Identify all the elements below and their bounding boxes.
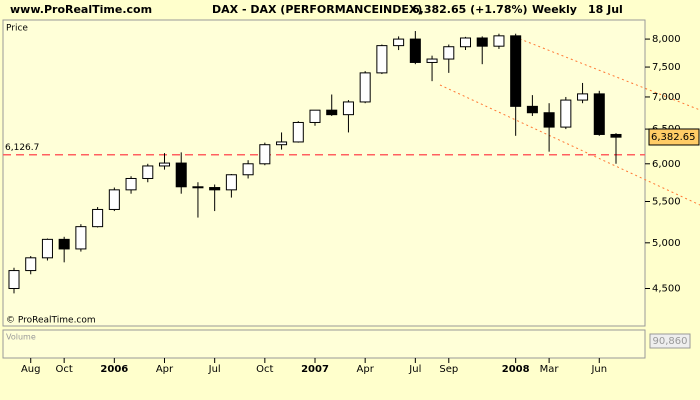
candle-body [58,238,70,250]
x-tick-label: 2007 [301,364,329,375]
volume-label: Volume [6,333,36,342]
x-tick-label: 2008 [502,364,530,375]
candle-body [292,121,304,143]
candle-body [75,226,87,250]
candle-body [376,45,388,74]
x-tick-label: Oct [256,364,273,375]
y-tick-label: 6,000 [652,159,681,170]
candle-body [443,46,455,60]
candle-body [8,270,20,289]
candle-body [610,133,622,138]
candle-body [577,93,589,101]
candle-body [276,141,288,146]
candle-body [593,93,605,135]
x-tick-label: Mar [540,364,560,375]
candle-body [175,162,187,188]
candle-body [510,35,522,107]
candle-body [526,105,538,114]
candle-body [125,177,137,191]
candle-body [459,37,472,48]
candle-body [359,72,371,103]
candle-body [342,101,354,116]
candle-body [543,112,555,128]
x-tick-label: Apr [156,364,174,375]
y-tick-label: 5,000 [652,238,681,249]
candle-body [393,38,405,47]
candle-body [192,186,204,189]
volume-box [649,333,691,349]
last-price-box [648,128,700,146]
candle-body [493,35,505,47]
candle-body [92,208,104,228]
candle-body [41,238,53,259]
candle-body [476,37,488,47]
last-price-label: 6,382.65 [651,132,696,143]
y-tick-label: 7,500 [652,62,681,73]
x-tick-label: Apr [357,364,375,375]
x-tick-label: Aug [21,364,41,375]
period: Weekly [532,3,577,16]
channel-upper [514,36,700,111]
site: www.ProRealTime.com [10,3,152,16]
y-tick-label: 8,000 [652,34,681,45]
copyright: © ProRealTime.com [6,316,96,326]
y-tick-label: 7,000 [652,92,681,103]
x-tick-label: Jun [590,364,607,375]
plot-area [2,19,646,327]
candle-body [25,257,37,272]
candle-body [326,109,338,116]
candle-body [225,174,237,191]
y-tick-label: 5,500 [652,197,681,208]
candle-body [409,38,421,63]
x-tick-label: Jul [408,364,421,375]
x-tick-label: Oct [56,364,73,375]
candle-body [158,162,171,167]
x-tick-label: Jul [208,364,221,375]
y-label: Price [6,24,28,34]
x-tick-label: 2006 [100,364,128,375]
candle-body [108,189,120,210]
candle-body [142,165,154,179]
candle-body [426,58,438,63]
quote: 6,382.65 (+1.78%) [412,3,528,16]
candle-body [209,187,221,191]
candle-body [309,109,321,123]
x-tick-label: Sep [439,364,458,375]
volume-last: 90,860 [653,336,688,347]
candle-body [242,163,254,176]
date: 18 Jul [588,3,623,16]
candle-body [259,144,271,165]
candle-body [560,99,572,128]
instrument: DAX - DAX (PERFORMANCEINDEX) [212,3,422,16]
reference-label: 6,126.7 [5,143,39,153]
y-tick-label: 4,500 [652,283,681,294]
volume-panel [2,329,646,359]
